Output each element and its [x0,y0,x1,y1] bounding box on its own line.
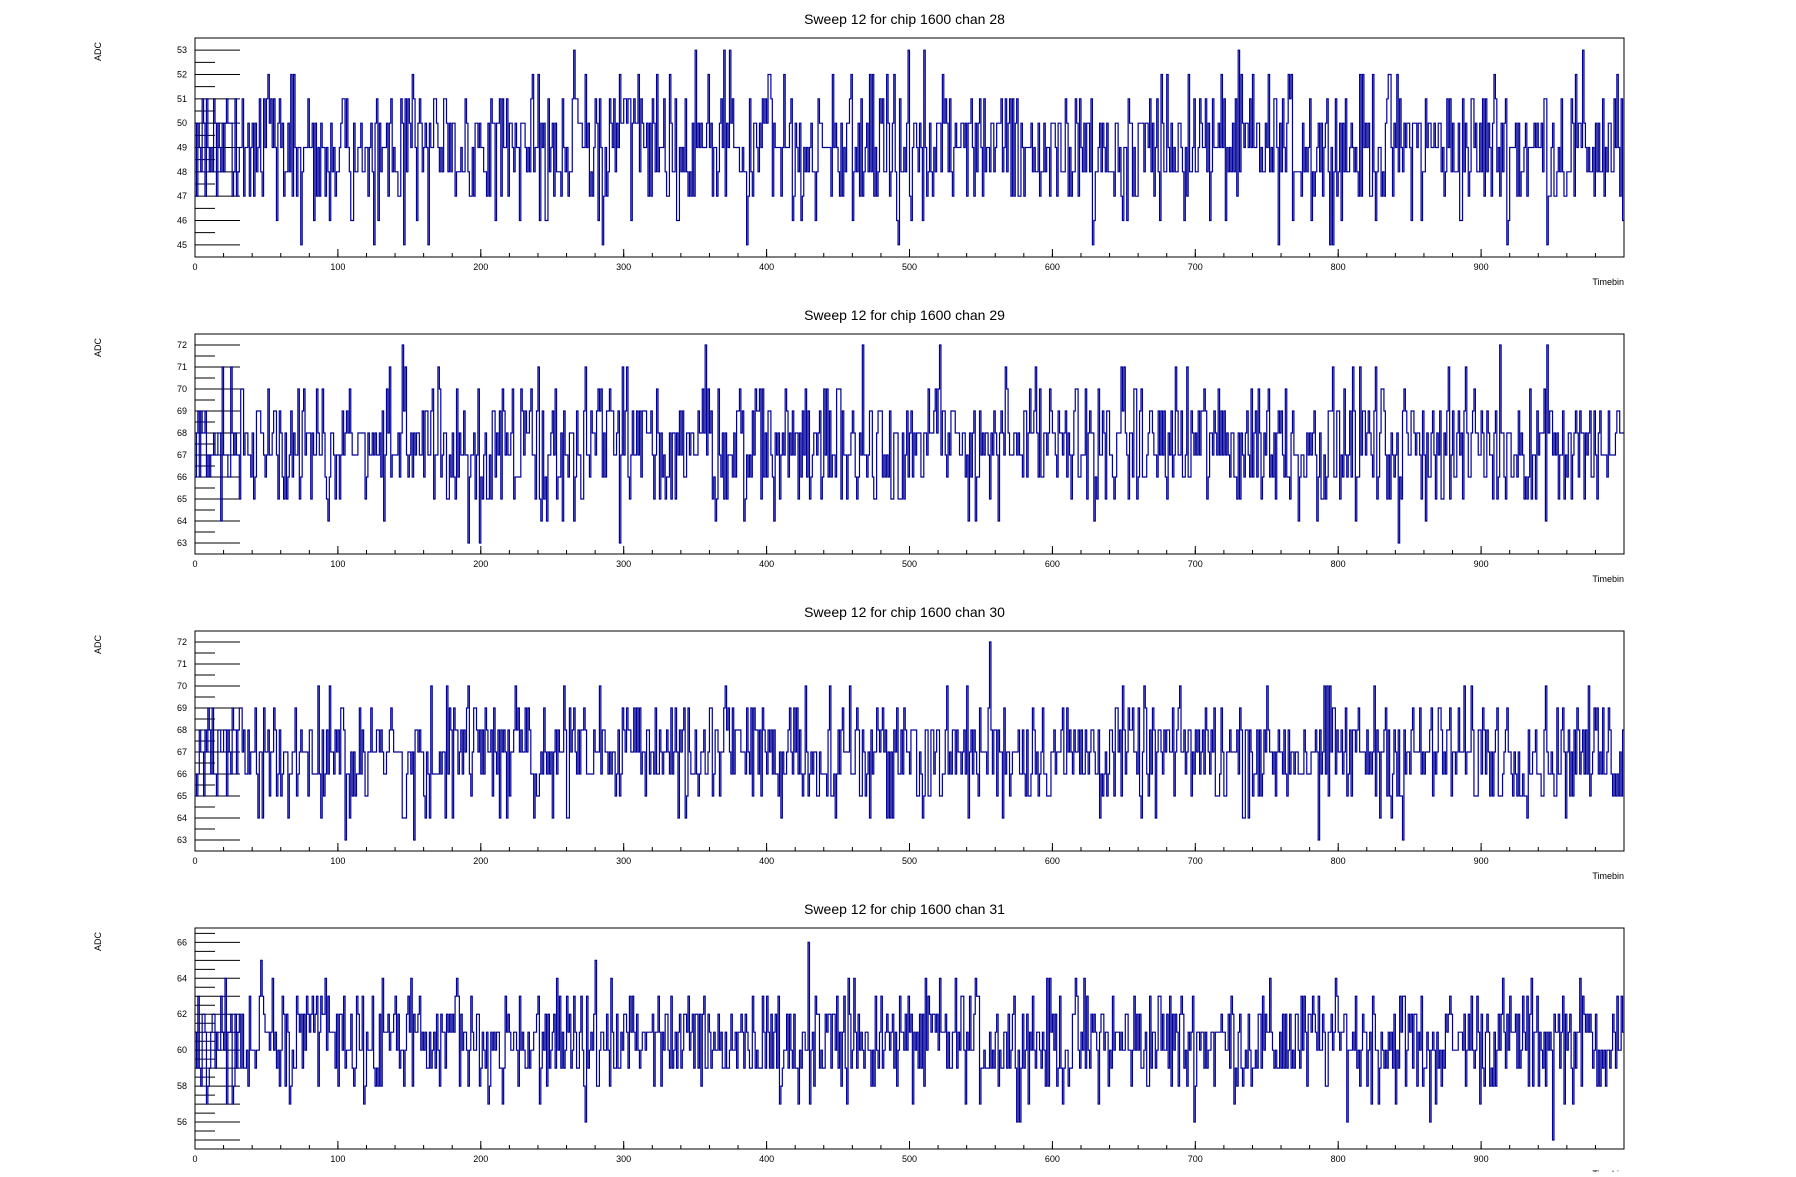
y-tick-label: 64 [177,813,187,823]
x-tick-label: 700 [1188,559,1203,569]
plot-frame [194,630,1625,852]
y-tick-label: 68 [177,428,187,438]
y-axis-label: ADC [93,42,103,62]
y-tick-label: 66 [177,937,187,947]
y-tick-label: 63 [177,835,187,845]
x-tick-label: 400 [759,1154,774,1164]
y-tick-label: 66 [177,769,187,779]
y-tick-label: 70 [177,384,187,394]
x-tick-label: 600 [1045,856,1060,866]
x-tick-label: 900 [1474,559,1489,569]
x-tick-label: 100 [330,1154,345,1164]
x-tick-label: 900 [1474,262,1489,272]
x-axis-label: Timebin [1592,574,1624,584]
y-tick-label: 49 [177,143,187,153]
y-tick-label: 46 [177,216,187,226]
x-tick-label: 500 [902,559,917,569]
x-tick-label: 0 [192,262,197,272]
x-tick-label: 200 [473,1154,488,1164]
y-tick-label: 71 [177,362,187,372]
y-tick-label: 67 [177,747,187,757]
x-tick-label: 0 [192,1154,197,1164]
chart-panel: Sweep 12 for chip 1600 chan 31 ADC 56 58 60 6… [93,901,1625,1177]
chart-title: Sweep 12 for chip 1600 chan 29 [804,307,1005,323]
y-tick-label: 64 [177,516,187,526]
y-tick-label: 51 [177,94,187,104]
adc-series-line [195,941,1624,1141]
x-tick-label: 200 [473,856,488,866]
x-tick-label: 800 [1331,262,1346,272]
x-tick-label: 500 [902,262,917,272]
y-tick-label: 65 [177,791,187,801]
chart-panel: Sweep 12 for chip 1600 chan 28 ADC 45 46 47 4… [93,11,1625,287]
x-tick-label: 600 [1045,559,1060,569]
chart-title: Sweep 12 for chip 1600 chan 31 [804,901,1005,917]
x-tick-label: 800 [1331,856,1346,866]
x-tick-label: 700 [1188,262,1203,272]
y-tick-label: 63 [177,538,187,548]
chart-panel: Sweep 12 for chip 1600 chan 30 ADC 63 64 65 6… [93,604,1625,881]
adc-series-line [195,344,1624,544]
x-tick-label: 600 [1045,1154,1060,1164]
x-tick-label: 400 [759,559,774,569]
x-tick-label: 800 [1331,559,1346,569]
y-tick-label: 60 [177,1045,187,1055]
y-tick-label: 47 [177,191,187,201]
x-tick-label: 300 [616,856,631,866]
chart-title: Sweep 12 for chip 1600 chan 30 [804,604,1005,620]
x-tick-label: 500 [902,1154,917,1164]
x-axis-label: Timebin [1592,277,1624,287]
y-tick-label: 64 [177,973,187,983]
x-tick-label: 100 [330,559,345,569]
x-tick-label: 200 [473,559,488,569]
y-tick-label: 70 [177,681,187,691]
y-tick-label: 72 [177,637,187,647]
y-tick-label: 67 [177,450,187,460]
y-tick-label: 72 [177,340,187,350]
y-tick-label: 52 [177,70,187,80]
y-tick-label: 45 [177,240,187,250]
x-axis-label: Timebin [1592,871,1624,881]
y-tick-label: 69 [177,406,187,416]
x-tick-label: 600 [1045,262,1060,272]
y-axis-label: ADC [93,635,103,655]
y-tick-label: 68 [177,725,187,735]
x-tick-label: 300 [616,559,631,569]
x-tick-label: 900 [1474,1154,1489,1164]
adc-series-line [195,641,1624,841]
y-tick-label: 53 [177,45,187,55]
y-tick-label: 48 [177,167,187,177]
x-tick-label: 400 [759,856,774,866]
x-tick-label: 100 [330,262,345,272]
x-tick-label: 300 [616,1154,631,1164]
x-tick-label: 200 [473,262,488,272]
x-tick-label: 0 [192,856,197,866]
x-tick-label: 100 [330,856,345,866]
y-tick-label: 58 [177,1081,187,1091]
y-tick-label: 69 [177,703,187,713]
y-tick-label: 71 [177,659,187,669]
y-axis-label: ADC [93,338,103,358]
y-tick-label: 62 [177,1009,187,1019]
x-tick-label: 400 [759,262,774,272]
x-tick-label: 700 [1188,856,1203,866]
plot-frame [194,927,1625,1150]
y-tick-label: 66 [177,472,187,482]
y-axis-label: ADC [93,932,103,952]
y-tick-label: 50 [177,118,187,128]
y-tick-label: 56 [177,1117,187,1127]
x-tick-label: 900 [1474,856,1489,866]
chart-panel: Sweep 12 for chip 1600 chan 29 ADC 63 64 65 6… [93,307,1625,584]
x-tick-label: 0 [192,559,197,569]
chart-title: Sweep 12 for chip 1600 chan 28 [804,11,1005,27]
x-tick-label: 700 [1188,1154,1203,1164]
y-tick-label: 65 [177,494,187,504]
x-tick-label: 300 [616,262,631,272]
x-tick-label: 800 [1331,1154,1346,1164]
adc-series-line [195,49,1624,246]
x-tick-label: 500 [902,856,917,866]
